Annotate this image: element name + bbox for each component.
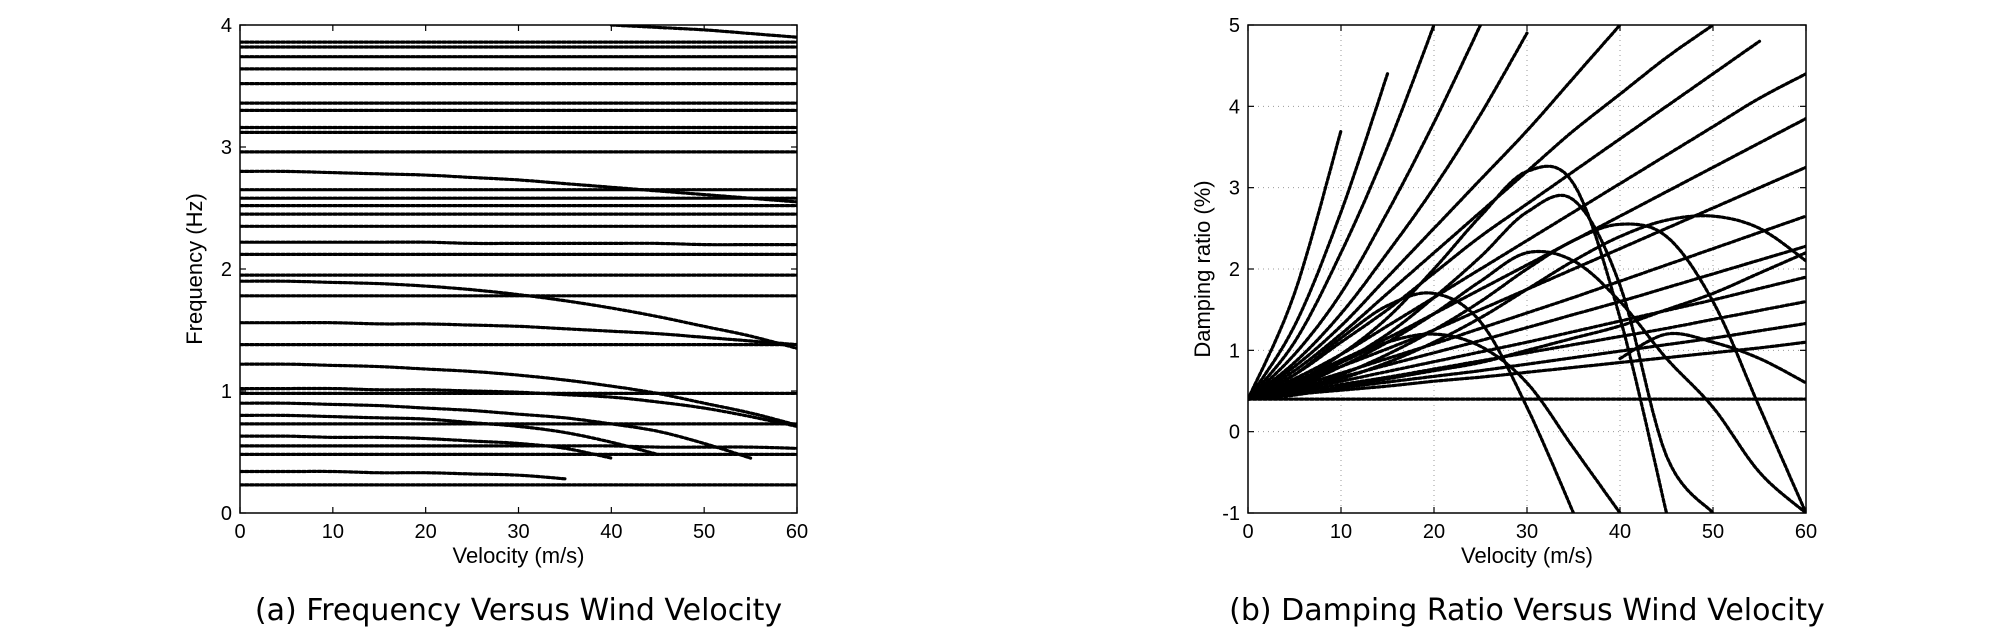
frequency-y-tick-label: 2 [221,259,232,281]
damping-series-line [1248,249,1806,513]
frequency-x-tick-label: 10 [322,521,344,543]
damping-series-line [1248,31,1529,401]
damping-x-tick-label: 60 [1795,521,1817,543]
damping-x-tick-label: 50 [1702,521,1724,543]
damping-y-tick-label: 2 [1229,259,1240,281]
frequency-x-tick-label: 50 [693,521,715,543]
frequency-y-axis-label: Frequency (Hz) [182,193,207,345]
frequency-y-tick-label: 0 [221,503,232,525]
frequency-series-line [240,434,613,460]
damping-y-tick-label: 5 [1229,15,1240,37]
damping-y-tick-label: 3 [1229,178,1240,200]
frequency-series-line [240,321,797,347]
frequency-x-tick-label: 60 [786,521,808,543]
damping-series-line [1248,116,1806,401]
damping-series-line [1248,39,1762,401]
damping-y-tick-label: -1 [1222,503,1240,525]
damping-series-line [1248,72,1390,401]
frequency-x-tick-label: 20 [415,521,437,543]
damping-y-axis-label: Damping ratio (%) [1190,180,1215,357]
frequency-x-tick-label: 40 [600,521,622,543]
frequency-series-line [240,279,797,350]
damping-y-ticks: -1 0 1 2 3 4 5 [1222,15,1806,525]
frequency-series-line [240,169,797,204]
damping-series-line [1248,251,1806,401]
damping-x-ticks: 0 10 20 30 40 50 60 [1242,25,1817,543]
damping-series-line [1248,222,1806,513]
damping-series-line [1248,332,1622,513]
damping-x-tick-label: 0 [1242,521,1253,543]
damping-y-tick-label: 0 [1229,422,1240,444]
damping-series-line [1248,193,1715,513]
frequency-series-line [240,401,753,460]
damping-series-line [1248,164,1669,513]
damping-series-line [1248,299,1806,401]
frequency-series-line [240,413,660,456]
damping-series-line [1248,25,1483,401]
damping-series-line [1248,129,1343,401]
damping-series-group [1248,25,1806,513]
damping-x-tick-label: 20 [1423,521,1445,543]
frequency-panel: 0 10 20 30 40 50 60 0 1 2 3 4 Velocity (m/s) Frequ… [182,15,808,628]
frequency-x-tick-label: 30 [507,521,529,543]
damping-series-line [1248,214,1806,401]
frequency-series-line [240,386,797,428]
frequency-y-tick-label: 4 [221,15,232,37]
frequency-caption: (a) Frequency Versus Wind Velocity [255,593,782,628]
frequency-x-ticks: 0 10 20 30 40 50 60 [234,25,808,543]
damping-series-line [1618,331,1806,385]
frequency-series-line [240,469,567,481]
damping-y-tick-label: 1 [1229,340,1240,362]
frequency-plot-frame [239,24,798,514]
frequency-y-ticks: 0 1 2 3 4 [221,15,797,525]
damping-y-tick-label: 4 [1229,96,1240,118]
damping-x-tick-label: 10 [1330,521,1352,543]
frequency-x-axis-label: Velocity (m/s) [452,543,584,568]
frequency-series-group [240,25,797,487]
damping-x-tick-label: 40 [1609,521,1631,543]
frequency-y-tick-label: 1 [221,381,232,403]
frequency-y-tick-label: 3 [221,137,232,159]
damping-series-line [1248,25,1622,401]
damping-x-tick-label: 30 [1516,521,1538,543]
damping-series-line [1248,25,1436,401]
frequency-series-line [240,444,797,450]
frequency-series-line [240,362,797,427]
damping-x-axis-label: Velocity (m/s) [1461,543,1593,568]
frequency-x-tick-label: 0 [234,521,245,543]
frequency-series-line [240,240,797,247]
damping-caption: (b) Damping Ratio Versus Wind Velocity [1229,593,1825,628]
damping-series-line [1248,340,1806,401]
damping-series-line [1248,25,1715,401]
